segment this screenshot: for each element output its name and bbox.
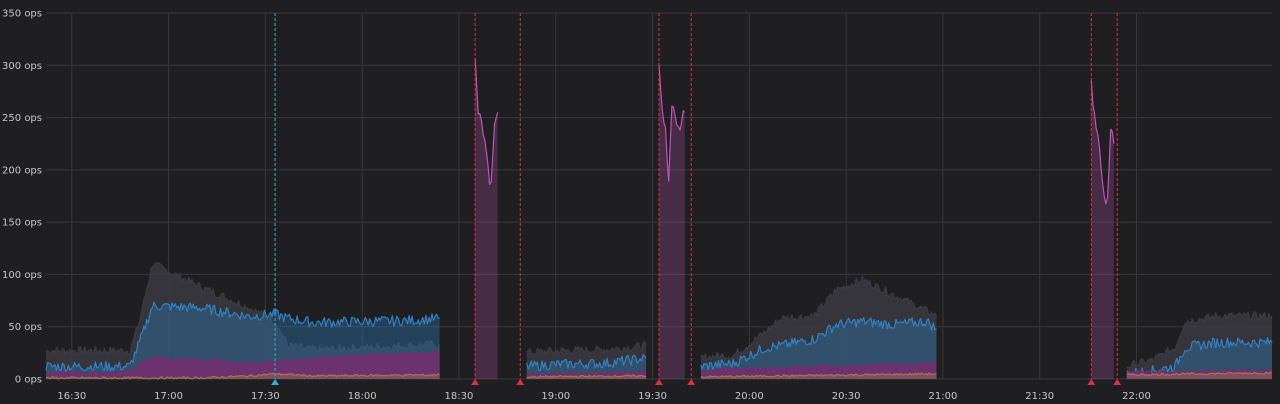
series-line <box>526 340 647 356</box>
series-line <box>45 372 440 380</box>
x-tick-label: 21:00 <box>929 391 958 402</box>
series-purple <box>45 350 1273 379</box>
x-axis: 16:30 17:00 17:30 18:00 18:30 19:00 19:30 20:00… <box>57 391 1151 402</box>
annotation-marker[interactable] <box>471 379 480 385</box>
series-line <box>45 301 440 373</box>
series-total <box>45 262 1273 379</box>
x-tick-label: 19:30 <box>638 391 667 402</box>
series-line <box>1090 80 1115 205</box>
series-area <box>1126 372 1272 379</box>
series-tan <box>45 371 1273 380</box>
series-line <box>1126 311 1273 370</box>
series-area <box>700 275 937 379</box>
annotation-marker[interactable] <box>1113 379 1122 385</box>
annotation-marker[interactable] <box>516 379 525 385</box>
series-area <box>659 63 685 380</box>
x-tick-label: 20:00 <box>735 391 764 402</box>
series-line <box>658 63 686 182</box>
x-tick-label: 17:00 <box>154 391 183 402</box>
series-line <box>526 374 647 379</box>
series-line <box>700 317 937 371</box>
series-line <box>45 262 441 356</box>
series-area <box>46 351 440 379</box>
annotations <box>271 13 1122 385</box>
series-line <box>45 350 440 376</box>
y-tick-label: 100 ops <box>2 270 42 281</box>
series-area <box>1091 80 1114 380</box>
series-peak <box>474 57 1115 380</box>
series-line <box>526 353 647 372</box>
series-line <box>700 275 938 362</box>
series-line <box>526 370 647 377</box>
series-line <box>1126 368 1273 375</box>
x-tick-label: 18:30 <box>445 391 474 402</box>
series-area <box>46 262 440 379</box>
series-line <box>474 57 499 185</box>
y-axis: 0 ops 50 ops 100 ops 150 ops 200 ops 250 ops 3… <box>2 9 42 386</box>
x-tick-label: 16:30 <box>57 391 86 402</box>
y-tick-label: 300 ops <box>2 61 42 72</box>
series-line <box>1126 371 1273 377</box>
series-layer <box>45 57 1273 380</box>
y-tick-label: 250 ops <box>2 113 42 124</box>
y-tick-label: 200 ops <box>2 165 42 176</box>
annotation-marker[interactable] <box>271 379 280 385</box>
y-tick-label: 0 ops <box>15 375 42 386</box>
x-tick-label: 17:30 <box>251 391 280 402</box>
y-tick-label: 50 ops <box>8 322 42 333</box>
x-tick-label: 22:00 <box>1122 391 1151 402</box>
series-area <box>1126 312 1272 379</box>
x-tick-label: 19:00 <box>541 391 570 402</box>
y-tick-label: 350 ops <box>2 9 42 20</box>
x-tick-label: 18:00 <box>348 391 377 402</box>
y-tick-label: 150 ops <box>2 218 42 229</box>
x-tick-label: 21:30 <box>1025 391 1054 402</box>
x-tick-label: 20:30 <box>832 391 861 402</box>
annotation-marker[interactable] <box>687 379 696 385</box>
annotation-marker[interactable] <box>1087 379 1096 385</box>
annotation-marker[interactable] <box>655 379 663 385</box>
series-area <box>475 57 498 380</box>
series-line <box>700 361 937 373</box>
series-line <box>700 372 937 379</box>
